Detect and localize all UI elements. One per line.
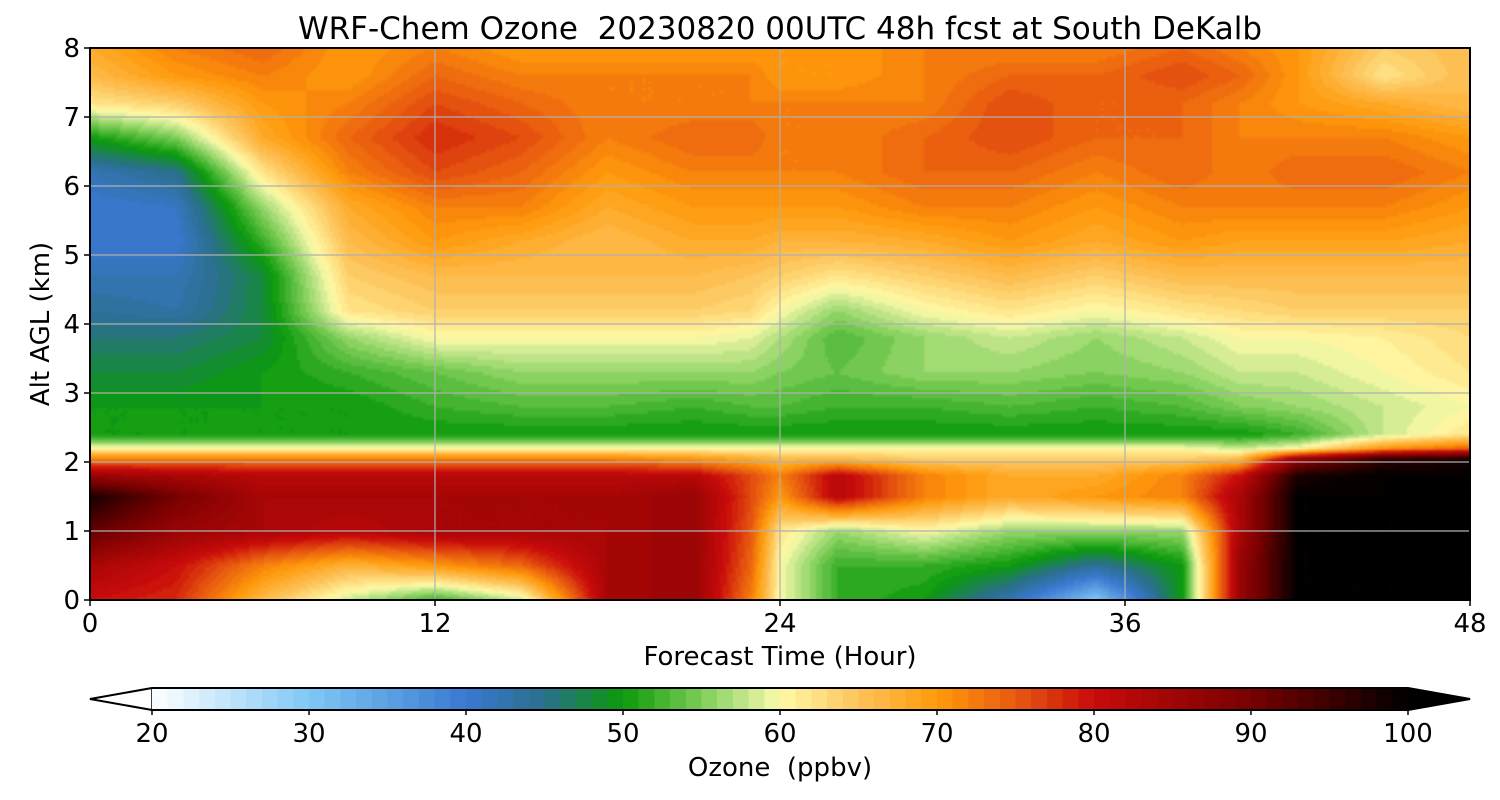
x-axis: 0 12 24 36 48 bbox=[82, 600, 1487, 639]
y-tick-label: 0 bbox=[63, 586, 80, 616]
colorbar-tick-label: 80 bbox=[1077, 719, 1110, 749]
colorbar-tick-label: 40 bbox=[449, 719, 482, 749]
colorbar-tick-label: 30 bbox=[292, 719, 325, 749]
y-tick-label: 6 bbox=[63, 172, 80, 202]
colorbar-tick-label: 50 bbox=[606, 719, 639, 749]
x-tick-label: 36 bbox=[1108, 609, 1141, 639]
x-tick-label: 24 bbox=[763, 609, 796, 639]
y-tick-label: 5 bbox=[63, 241, 80, 271]
colorbar-tick-label: 90 bbox=[1234, 719, 1267, 749]
colorbar-tick-label: 100 bbox=[1383, 719, 1433, 749]
colorbar-label: Ozone (ppbv) bbox=[688, 753, 872, 783]
y-tick-label: 8 bbox=[63, 34, 80, 64]
y-tick-label: 1 bbox=[63, 517, 80, 547]
y-tick-label: 2 bbox=[63, 448, 80, 478]
chart-title: WRF-Chem Ozone 20230820 00UTC 48h fcst a… bbox=[298, 11, 1262, 47]
colorbar-ticks: 20 30 40 50 60 70 80 90 100 bbox=[135, 710, 1433, 749]
colorbar-tick-label: 20 bbox=[135, 719, 168, 749]
x-tick-label: 0 bbox=[82, 609, 99, 639]
x-tick-label: 48 bbox=[1453, 609, 1486, 639]
grid-lines bbox=[90, 48, 1470, 600]
x-axis-label: Forecast Time (Hour) bbox=[643, 642, 916, 672]
colorbar-tick-label: 60 bbox=[763, 719, 796, 749]
y-tick-label: 4 bbox=[63, 310, 80, 340]
y-axis: 0 1 2 3 4 5 6 7 8 bbox=[63, 34, 90, 616]
y-axis-label: Alt AGL (km) bbox=[26, 242, 56, 406]
colorbar-over-extension bbox=[1407, 687, 1471, 711]
colorbar-tick-label: 70 bbox=[920, 719, 953, 749]
colorbar: 20 30 40 50 60 70 80 90 100 Ozone (ppbv) bbox=[89, 687, 1471, 783]
y-tick-label: 3 bbox=[63, 379, 80, 409]
y-tick-label: 7 bbox=[63, 103, 80, 133]
x-tick-label: 12 bbox=[418, 609, 451, 639]
colorbar-gradient bbox=[152, 688, 1408, 710]
colorbar-under-extension bbox=[89, 687, 153, 711]
